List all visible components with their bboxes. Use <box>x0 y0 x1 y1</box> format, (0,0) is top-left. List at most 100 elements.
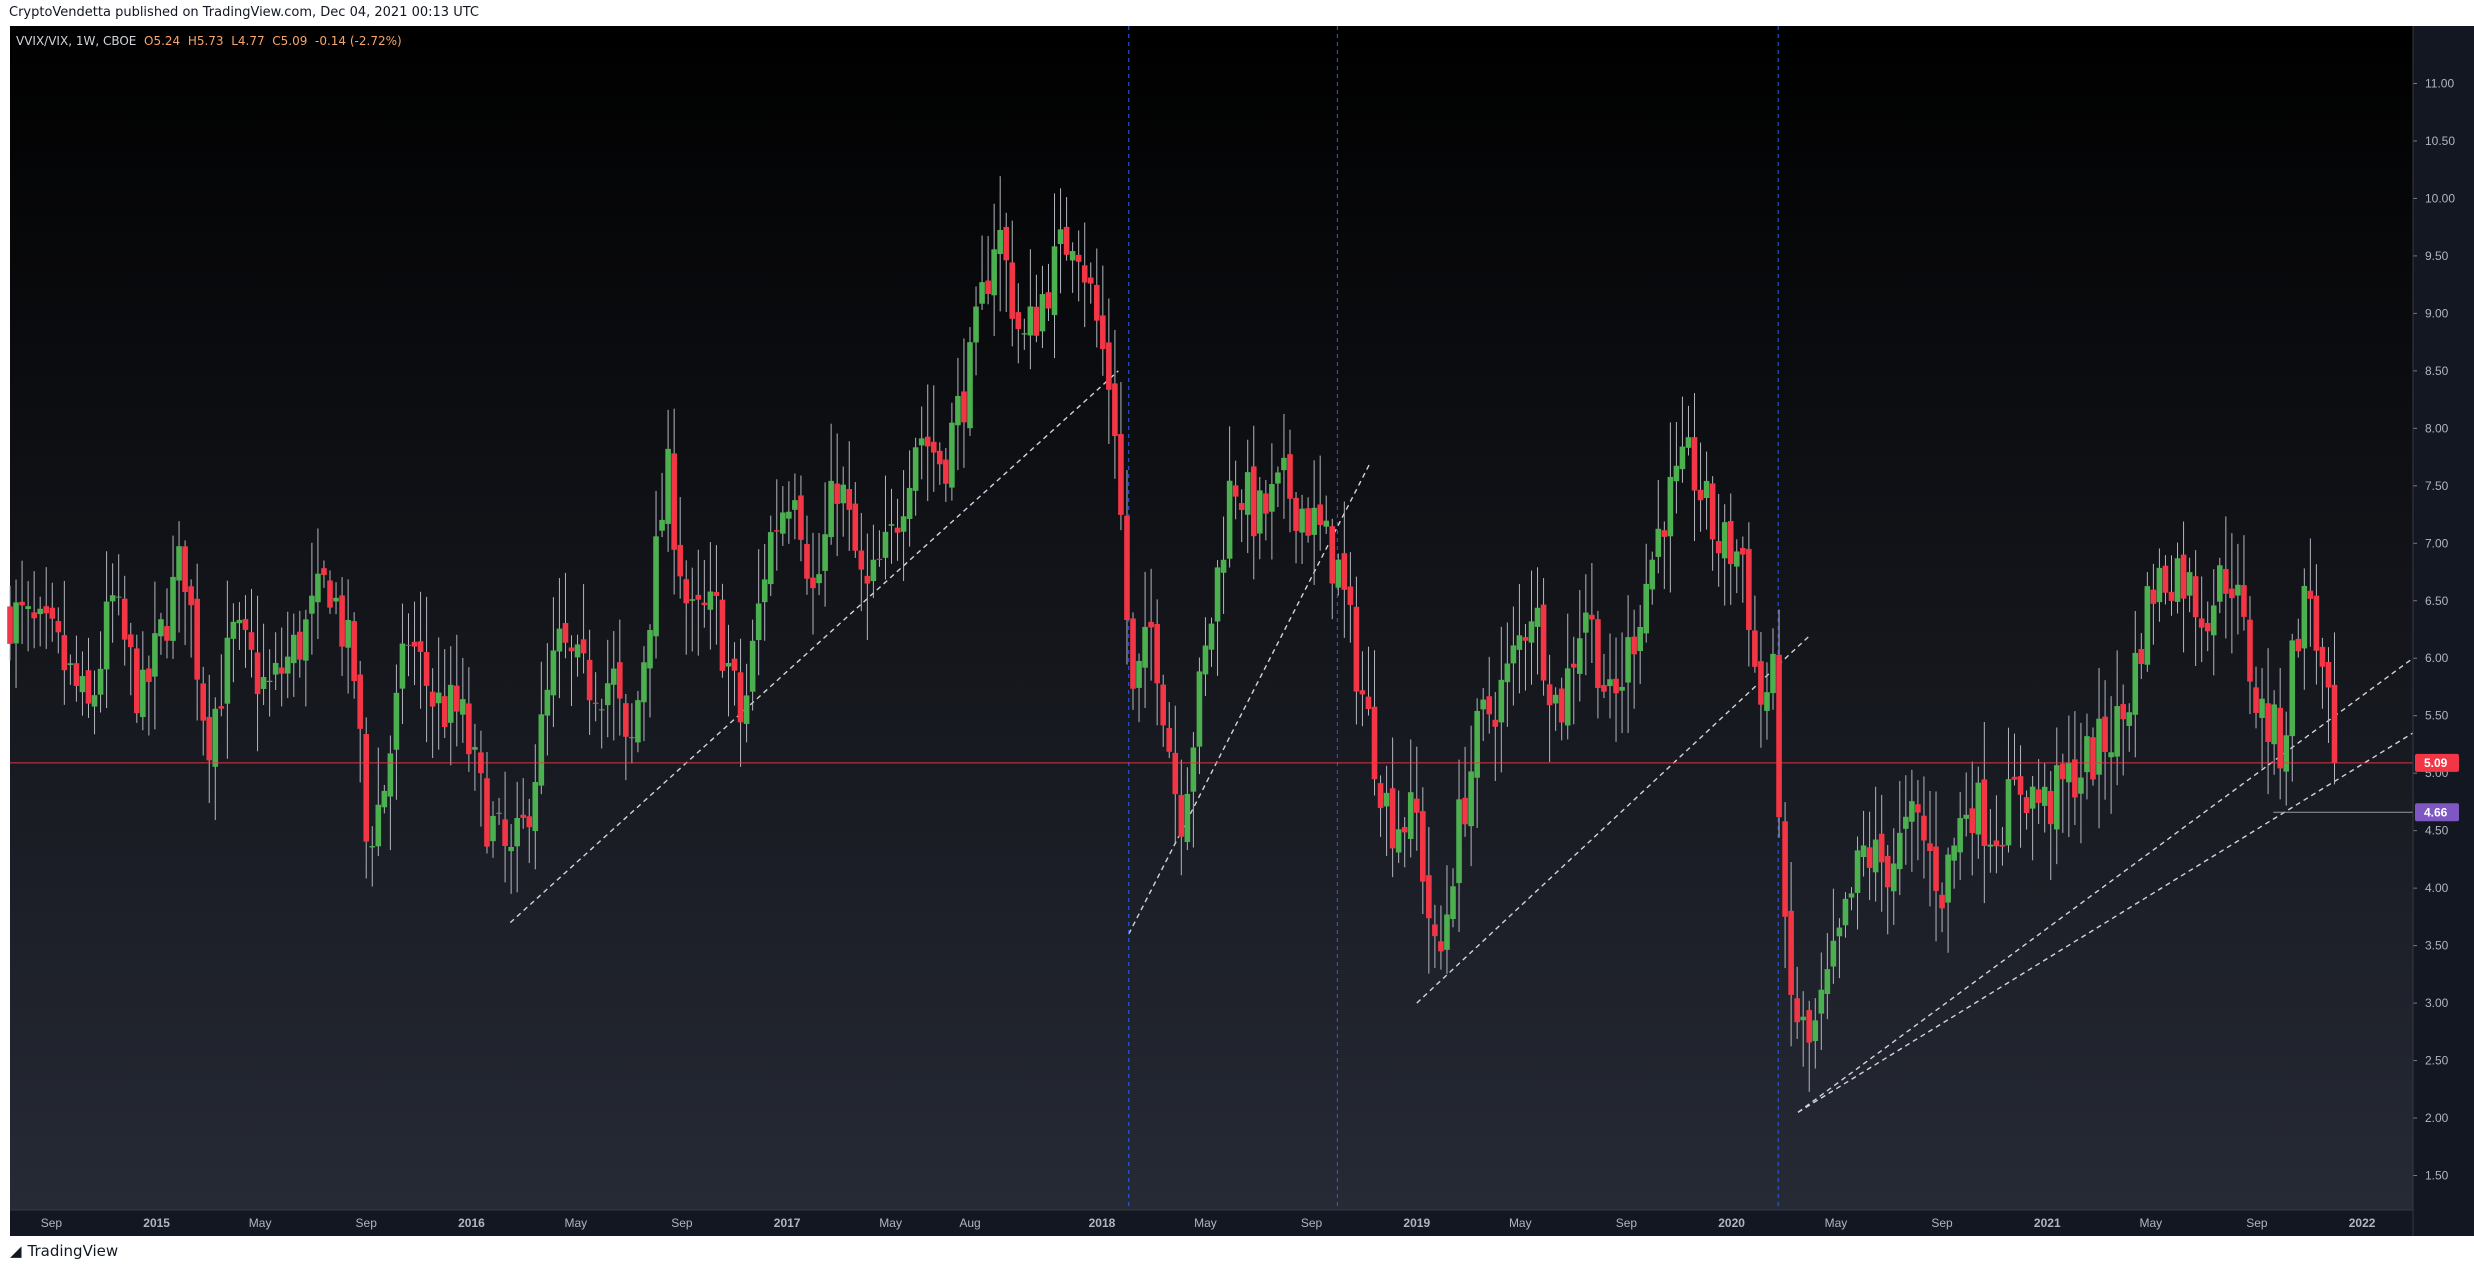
candle-body <box>1661 530 1668 537</box>
candle-body <box>598 709 605 711</box>
candle-body <box>1583 612 1589 633</box>
candle-body <box>2307 590 2314 599</box>
brand-name: TradingView <box>27 1242 119 1260</box>
candle-body <box>1081 265 1088 283</box>
tradingview-brand[interactable]: ◢ TradingView <box>10 1242 118 1260</box>
candle-body <box>2271 704 2277 745</box>
candle-body <box>798 495 804 540</box>
x-tick-label: 2019 <box>1403 1216 1430 1230</box>
horizontal-levels <box>10 762 2413 813</box>
candle-body <box>1486 696 1493 715</box>
candle-body <box>1903 816 1909 829</box>
candle-body <box>484 778 490 847</box>
candle-body <box>2114 706 2120 757</box>
candle-body <box>610 668 617 685</box>
candle-body <box>357 674 363 729</box>
candle-body <box>894 527 901 533</box>
candle-body <box>1142 626 1148 668</box>
candle-body <box>1927 843 1933 852</box>
candle-body <box>502 819 508 847</box>
candle-body <box>1057 229 1064 245</box>
candle-body <box>2066 762 2072 783</box>
candle-body <box>677 544 683 577</box>
candle-body <box>1951 845 1957 861</box>
candle-body <box>1619 686 1625 691</box>
candle-body <box>405 644 412 646</box>
candle-body <box>1933 846 1939 891</box>
candle-body <box>2253 687 2259 713</box>
candle-body <box>1890 863 1897 892</box>
candle-body <box>961 391 967 423</box>
candle-body <box>1250 466 1257 537</box>
x-tick-label: Sep <box>671 1216 693 1230</box>
candle-body <box>1884 855 1891 888</box>
tradingview-logo-icon: ◢ <box>10 1242 22 1260</box>
candle-body <box>1866 847 1873 868</box>
candle-body <box>635 700 641 743</box>
candle-body <box>900 516 907 532</box>
candle-body <box>2198 618 2205 628</box>
candle-body <box>2295 638 2302 652</box>
candle-body <box>792 500 798 510</box>
x-tick-label: Sep <box>41 1216 63 1230</box>
candle-body <box>1860 845 1867 858</box>
candle-body <box>351 621 357 682</box>
candle-body <box>538 714 545 786</box>
candle-body <box>1800 1016 1806 1021</box>
candle-body <box>683 579 690 604</box>
x-tick-label: Sep <box>2246 1216 2268 1230</box>
candle-body <box>755 603 762 641</box>
candle-body <box>1999 844 2006 847</box>
x-tick-label: 2020 <box>1718 1216 1745 1230</box>
candle-body <box>2072 759 2078 798</box>
candle-body <box>2331 684 2338 763</box>
candle-body <box>1214 567 1221 622</box>
candle-body <box>2210 605 2217 636</box>
candle-body <box>49 607 56 619</box>
candle-body <box>2259 698 2265 718</box>
candle-body <box>1130 618 1136 689</box>
candle-body <box>1003 226 1010 261</box>
candle-body <box>363 734 370 842</box>
candle-body <box>514 817 520 847</box>
candle-body <box>671 453 677 550</box>
candle-body <box>924 436 931 447</box>
time-axis[interactable]: Sep 2015 May Sep 2016 May Sep 2017 May Aug 2018 May… <box>10 26 2414 1236</box>
candle-body <box>25 606 31 609</box>
candle-body <box>930 441 937 453</box>
candle-body <box>236 619 243 624</box>
candle-body <box>725 662 732 667</box>
candle-body <box>979 282 985 304</box>
y-tick-label: 11.00 <box>2425 76 2454 90</box>
candle-body <box>2084 736 2090 773</box>
candle-body <box>508 846 514 852</box>
candle-body <box>73 663 80 687</box>
candle-body <box>381 790 388 808</box>
candle-body <box>1872 839 1879 873</box>
candle-body <box>2011 776 2018 780</box>
candle-body <box>1450 886 1456 920</box>
price-axis[interactable]: 1.502.002.503.003.504.004.505.005.506.00… <box>2413 76 2459 1183</box>
candle-body <box>1981 779 1988 846</box>
candle-body <box>2216 565 2223 602</box>
candle-body <box>659 519 665 531</box>
x-tick-label: May <box>1194 1216 1217 1230</box>
candle-body <box>592 702 599 704</box>
candle-body <box>1335 559 1342 588</box>
candle-body <box>1963 814 1970 819</box>
candle-body <box>786 511 792 519</box>
candle-body <box>1263 493 1269 514</box>
candle-body <box>1438 941 1444 952</box>
candle-body <box>1371 706 1378 780</box>
high-value: H5.73 <box>187 34 224 48</box>
candle-body <box>834 483 840 504</box>
candle-body <box>260 676 267 689</box>
candle-body <box>991 249 997 296</box>
candle-body <box>2132 652 2139 715</box>
y-tick-label: 8.50 <box>2425 364 2449 378</box>
candle-body <box>520 814 527 818</box>
price-chart[interactable]: 1.502.002.503.003.504.004.505.005.506.00… <box>0 26 2474 1236</box>
candle-body <box>1232 485 1239 497</box>
candle-body <box>1317 504 1323 525</box>
candle-body <box>453 685 460 712</box>
